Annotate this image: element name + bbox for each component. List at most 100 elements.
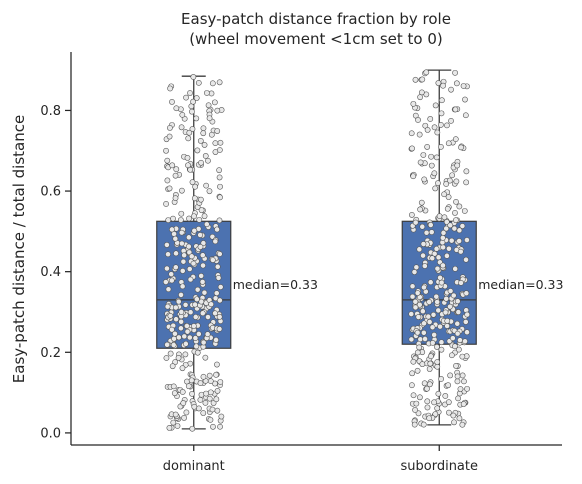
jitter-point	[191, 403, 198, 410]
jitter-point	[438, 346, 445, 353]
jitter-point	[180, 400, 187, 406]
jitter-point	[447, 288, 454, 294]
jitter-point	[434, 344, 440, 350]
jitter-point	[431, 124, 438, 131]
jitter-point	[458, 144, 464, 151]
jitter-point	[200, 130, 207, 137]
jitter-point	[432, 102, 439, 109]
jitter-point	[456, 203, 463, 210]
jitter-point	[168, 277, 175, 284]
jitter-point	[172, 411, 179, 418]
jitter-point	[178, 325, 184, 332]
jitter-point	[454, 330, 461, 337]
jitter-point	[420, 329, 427, 336]
jitter-point	[415, 314, 422, 320]
jitter-point	[441, 191, 448, 198]
jitter-point	[206, 395, 213, 402]
jitter-point	[192, 335, 199, 342]
jitter-point	[208, 131, 215, 138]
jitter-point	[460, 401, 467, 407]
jitter-point	[412, 304, 419, 311]
jitter-point	[462, 112, 469, 119]
jitter-point	[190, 74, 197, 80]
jitter-point	[438, 279, 445, 286]
jitter-point	[178, 240, 185, 247]
jitter-point	[428, 353, 434, 360]
y-tick-label: 0.6	[40, 185, 61, 200]
jitter-point	[197, 380, 204, 387]
jitter-point	[424, 385, 430, 392]
jitter-point	[438, 110, 445, 117]
jitter-point	[412, 76, 419, 83]
jitter-point	[455, 395, 461, 402]
jitter-point	[214, 407, 221, 414]
jitter-point	[173, 316, 180, 323]
jitter-point	[178, 229, 185, 236]
jitter-point	[435, 80, 442, 86]
jitter-point	[426, 366, 433, 372]
jitter-point	[459, 353, 466, 360]
jitter-point	[426, 381, 433, 388]
jitter-point	[212, 140, 219, 147]
jitter-point	[438, 339, 445, 346]
jitter-point	[170, 419, 177, 426]
jitter-point	[173, 250, 179, 257]
jitter-point	[165, 217, 172, 223]
jitter-point	[216, 326, 223, 332]
jitter-point	[178, 210, 185, 217]
jitter-point	[193, 115, 200, 122]
jitter-point	[164, 341, 171, 348]
jitter-point	[189, 425, 196, 432]
jitter-point	[424, 398, 431, 405]
jitter-point	[165, 251, 171, 258]
jitter-point	[435, 390, 442, 397]
jitter-point	[441, 214, 448, 221]
jitter-point	[463, 290, 470, 297]
jitter-point	[453, 362, 459, 369]
jitter-point	[167, 313, 174, 319]
jitter-point	[423, 69, 430, 76]
jitter-point	[428, 162, 435, 169]
jitter-point	[205, 157, 211, 164]
jitter-point	[426, 319, 433, 325]
jitter-point	[457, 386, 464, 392]
jitter-point	[192, 314, 199, 320]
jitter-point	[216, 167, 223, 174]
jitter-point	[213, 371, 219, 378]
jitter-point	[414, 329, 421, 336]
jitter-point	[425, 313, 432, 320]
jitter-point	[421, 263, 428, 269]
jitter-point	[213, 290, 220, 297]
jitter-point	[200, 262, 206, 269]
jitter-point	[411, 421, 418, 428]
jitter-point	[172, 359, 179, 365]
jitter-point	[192, 301, 198, 308]
jitter-point	[214, 388, 221, 394]
jitter-point	[463, 168, 470, 175]
jitter-point	[166, 185, 173, 192]
jitter-point	[416, 394, 423, 401]
jitter-point	[409, 370, 416, 377]
chart-title-line-2: (wheel movement <1cm set to 0)	[189, 30, 443, 48]
jitter-point	[184, 323, 190, 329]
jitter-point	[442, 309, 449, 316]
jitter-point	[204, 331, 211, 338]
jitter-point	[421, 284, 427, 291]
jitter-point	[179, 267, 186, 274]
jitter-point	[412, 219, 419, 226]
jitter-point	[416, 344, 423, 351]
jitter-point	[429, 324, 436, 331]
jitter-point	[455, 309, 462, 315]
jitter-point	[166, 133, 173, 140]
jitter-point	[448, 117, 454, 124]
jitter-point	[179, 283, 186, 290]
jitter-point	[217, 194, 223, 201]
jitter-point	[456, 238, 463, 244]
jitter-point	[209, 257, 216, 263]
jitter-point	[410, 392, 417, 399]
jitter-point	[433, 293, 440, 300]
jitter-point	[433, 154, 440, 161]
y-axis-label: Easy-patch distance / total distance	[10, 115, 28, 383]
jitter-point	[189, 108, 195, 115]
